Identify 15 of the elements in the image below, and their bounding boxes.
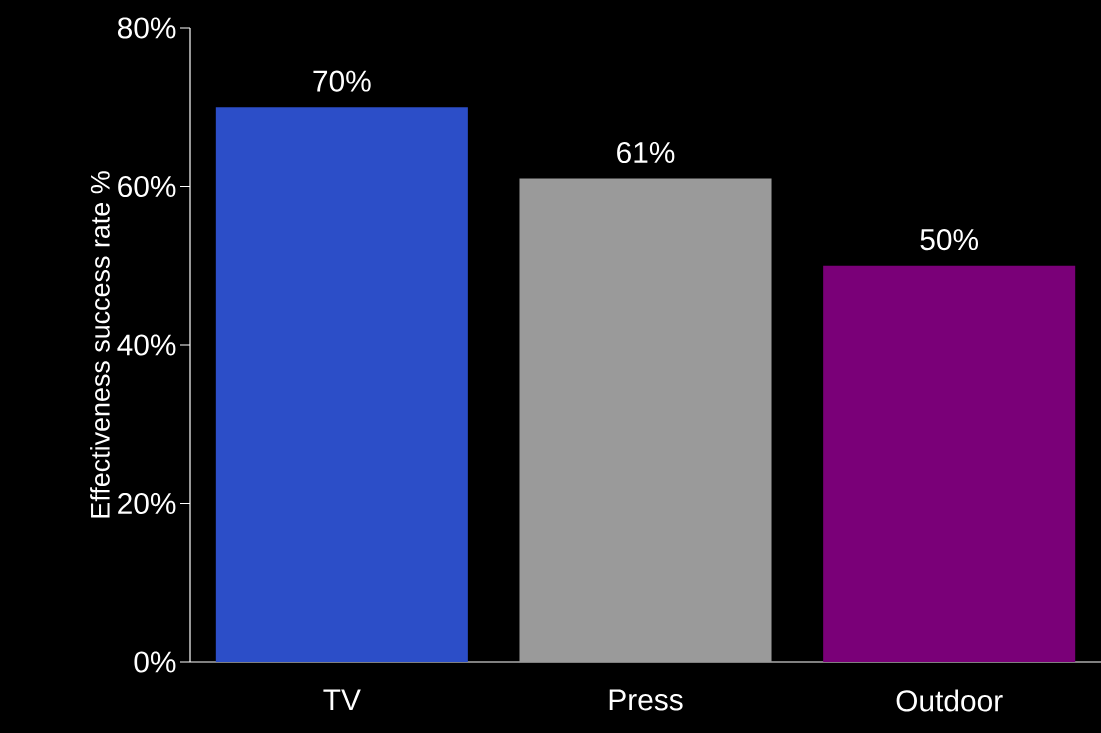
y-tick-label: 20% [118,492,176,515]
bar [823,265,1076,662]
y-tick-label: 80% [117,17,176,39]
x-tick-label: TV [323,689,361,711]
data-label: 61% [617,141,675,164]
bar [215,107,468,662]
data-label: 70% [313,70,371,92]
x-tick-label: Outdoor [896,689,1003,712]
y-axis-title: Effectiveness success rate % [90,171,110,518]
x-tick-label: Press [609,689,683,711]
y-tick-label: 60% [118,175,176,198]
data-label: 50% [920,229,979,251]
bar [519,178,772,662]
y-tick-label: 0% [134,651,176,673]
y-tick-label: 40% [117,334,176,356]
